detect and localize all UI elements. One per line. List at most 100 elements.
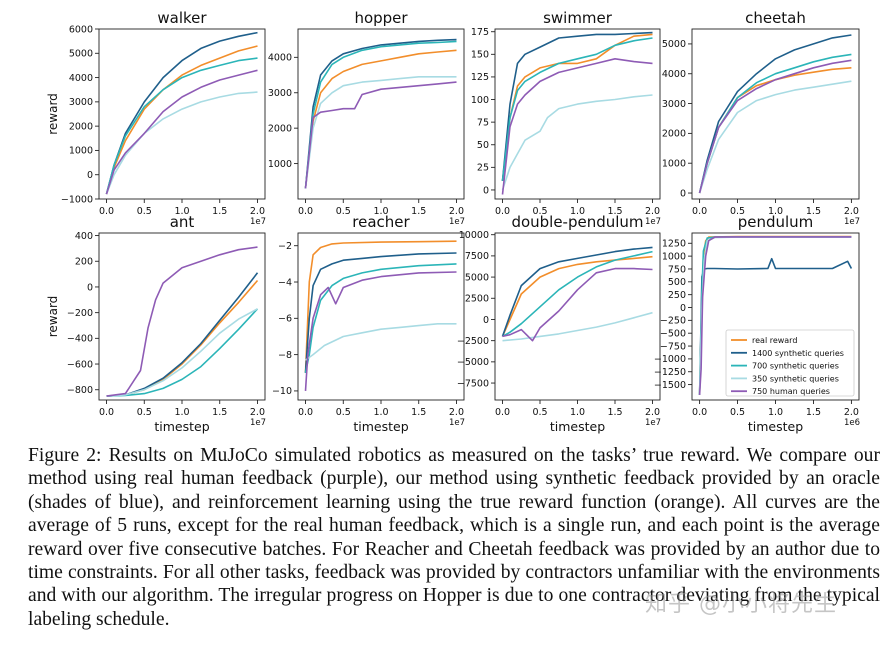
x-tick-label: 2.0	[645, 206, 660, 217]
series-line-750-human-queries	[106, 246, 258, 397]
x-tick-label: 0.0	[298, 206, 313, 217]
y-tick-label: 4000	[69, 73, 93, 84]
x-tick-label: 0.5	[137, 407, 152, 418]
x-tick-label: 0.0	[99, 206, 114, 217]
y-tick-label: 1000	[69, 146, 93, 157]
series-line-700-synthetic-queries	[105, 57, 258, 195]
series-line-350-synthetic-queries	[502, 311, 653, 342]
subplot-title: hopper	[354, 9, 408, 27]
x-tick-label: 0.5	[336, 407, 351, 418]
legend-label: 350 synthetic queries	[752, 374, 839, 383]
x-scale-label: 1e7	[250, 418, 266, 428]
y-tick-label: −600	[67, 359, 93, 370]
subplot-title: double-pendulum	[511, 213, 643, 231]
series-line-750-human-queries	[304, 81, 457, 189]
x-scale-label: 1e7	[844, 217, 860, 227]
x-tick-label: 1.5	[806, 206, 821, 217]
watermark-text: 知乎 @小小将先生	[645, 592, 837, 617]
y-axis-label: reward	[46, 93, 60, 135]
y-tick-label: 125	[471, 72, 489, 83]
x-tick-label: 0.0	[495, 206, 510, 217]
x-axis-label: timestep	[353, 419, 408, 434]
series-group	[304, 240, 457, 391]
y-tick-label: −400	[67, 334, 93, 345]
series-line-350-synthetic-queries	[305, 322, 457, 361]
x-axis-label: timestep	[748, 419, 803, 434]
y-tick-label: −4	[278, 277, 292, 288]
y-tick-label: 750	[668, 264, 686, 275]
x-tick-label: 1.5	[212, 407, 227, 418]
y-tick-label: 0	[680, 188, 686, 199]
series-line-700-synthetic-queries	[502, 250, 653, 338]
x-tick-label: 2.0	[844, 407, 859, 418]
x-tick-label: 2.0	[449, 206, 464, 217]
series-line-real-reward	[501, 33, 653, 181]
series-line-1400-synthetic-queries	[501, 31, 653, 181]
x-axis-label: timestep	[550, 419, 605, 434]
y-tick-label: 5000	[465, 272, 489, 283]
x-tick-label: 0.5	[336, 206, 351, 217]
y-tick-label: −1500	[654, 380, 686, 391]
series-group	[304, 38, 457, 189]
y-tick-label: −5000	[457, 357, 489, 368]
y-tick-label: 3000	[268, 88, 292, 99]
y-tick-label: 100	[471, 95, 489, 106]
y-tick-label: 5000	[662, 39, 686, 50]
y-tick-label: −6	[278, 314, 292, 325]
series-group	[106, 246, 259, 397]
y-tick-label: −7500	[457, 378, 489, 389]
x-tick-label: 0.5	[730, 206, 745, 217]
x-tick-label: 1.0	[373, 206, 388, 217]
y-tick-label: 0	[680, 303, 686, 314]
series-line-1400-synthetic-queries	[105, 31, 258, 195]
series-line-750-human-queries	[105, 69, 258, 195]
y-tick-label: 3000	[69, 97, 93, 108]
series-line-350-synthetic-queries	[106, 308, 258, 397]
legend: real reward 1400 synthetic queries 700 syn…	[725, 329, 855, 397]
series-line-real-reward	[698, 67, 852, 194]
series-group	[105, 31, 258, 195]
y-tick-label: 1000	[662, 251, 686, 262]
y-tick-label: 4000	[662, 69, 686, 80]
y-tick-label: 0	[87, 170, 93, 181]
series-line-real-reward	[304, 240, 457, 373]
x-tick-label: 1.0	[768, 407, 783, 418]
y-tick-label: 10000	[459, 230, 489, 241]
x-tick-label: 1.0	[174, 407, 189, 418]
x-tick-label: 0.0	[99, 407, 114, 418]
legend-label: 750 human queries	[752, 387, 830, 396]
x-scale-label: 1e7	[449, 217, 465, 227]
x-tick-label: 1.0	[570, 206, 585, 217]
x-tick-label: 0.5	[730, 407, 745, 418]
y-tick-label: 5000	[69, 49, 93, 60]
x-tick-label: 0.0	[692, 206, 707, 217]
legend-label: real reward	[752, 336, 797, 345]
series-line-1400-synthetic-queries	[106, 272, 259, 397]
x-tick-label: 1.5	[607, 206, 622, 217]
y-tick-label: −10	[272, 386, 292, 397]
y-tick-label: 6000	[69, 24, 93, 35]
y-tick-label: 3000	[662, 99, 686, 110]
x-tick-label: 1.5	[411, 407, 426, 418]
axes-frame	[691, 28, 860, 200]
y-tick-label: 50	[477, 140, 489, 151]
x-tick-label: 1.0	[373, 407, 388, 418]
y-tick-label: 200	[75, 257, 93, 268]
series-line-750-human-queries	[502, 267, 653, 342]
y-tick-label: 2000	[69, 121, 93, 132]
series-line-700-synthetic-queries	[304, 40, 457, 189]
x-scale-label: 1e6	[844, 418, 860, 428]
x-tick-label: 1.0	[768, 206, 783, 217]
y-tick-label: −200	[67, 308, 93, 319]
series-line-1400-synthetic-queries	[698, 34, 852, 194]
y-tick-label: 150	[471, 50, 489, 61]
series-line-1400-synthetic-queries	[304, 252, 457, 373]
series-line-350-synthetic-queries	[105, 91, 258, 195]
y-tick-label: 1000	[268, 159, 292, 170]
y-tick-label: 0	[483, 185, 489, 196]
y-tick-label: −500	[660, 329, 686, 340]
